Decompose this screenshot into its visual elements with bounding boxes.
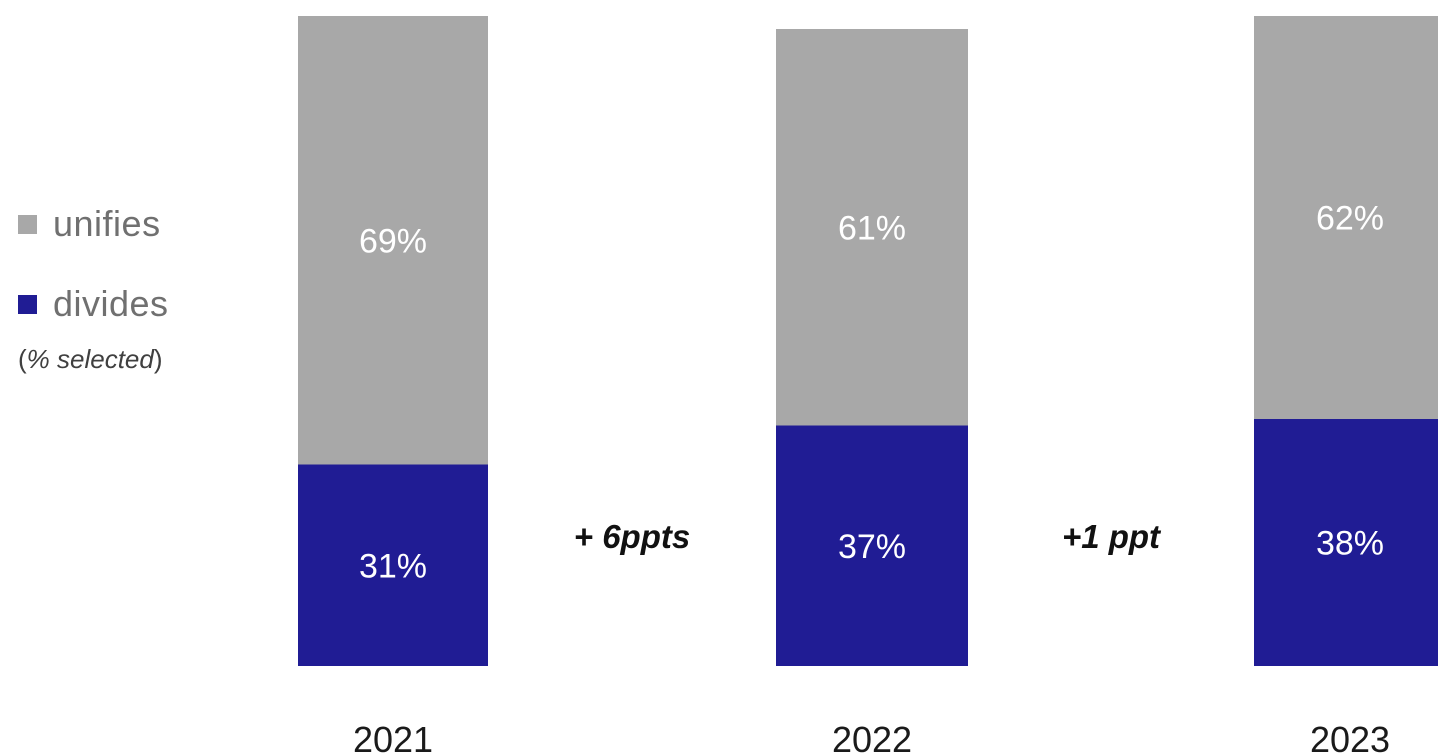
legend-note-close: ) [153, 344, 163, 374]
bar-unifies-2022 [776, 29, 968, 426]
x-tick-label-2022: 2022 [832, 719, 912, 756]
x-tick-label-2021: 2021 [353, 719, 433, 756]
data-label-divides-2023: 38% [1316, 525, 1384, 563]
legend-item-unifies: unifies [18, 198, 258, 250]
bar-divides-2022 [776, 425, 968, 666]
data-label-unifies-2023: 62% [1316, 200, 1384, 238]
data-label-unifies-2022: 61% [838, 209, 906, 247]
data-label-divides-2021: 31% [359, 547, 427, 585]
legend-note-open: ( [18, 344, 27, 374]
legend-swatch-divides [18, 294, 37, 314]
change-annotation-2022-2023: +1 ppt [1062, 518, 1162, 555]
change-annotation-2021-2022: + 6ppts [574, 518, 690, 555]
legend: unifies divides (% selected) [18, 198, 258, 372]
data-label-unifies-2021: 69% [359, 222, 427, 260]
bar-unifies-2023 [1254, 16, 1438, 419]
legend-label-unifies: unifies [53, 203, 161, 244]
legend-swatch-unifies [18, 214, 37, 234]
bar-divides-2023 [1254, 419, 1438, 666]
legend-note-core: % selected [26, 344, 154, 374]
data-label-divides-2022: 37% [838, 528, 906, 566]
bar-divides-2021 [298, 464, 488, 666]
bar-unifies-2021 [298, 16, 488, 465]
x-tick-label-2023: 2023 [1310, 719, 1390, 756]
legend-note: (% selected) [18, 346, 258, 372]
legend-item-divides: divides [18, 278, 258, 330]
legend-label-divides: divides [53, 283, 169, 324]
